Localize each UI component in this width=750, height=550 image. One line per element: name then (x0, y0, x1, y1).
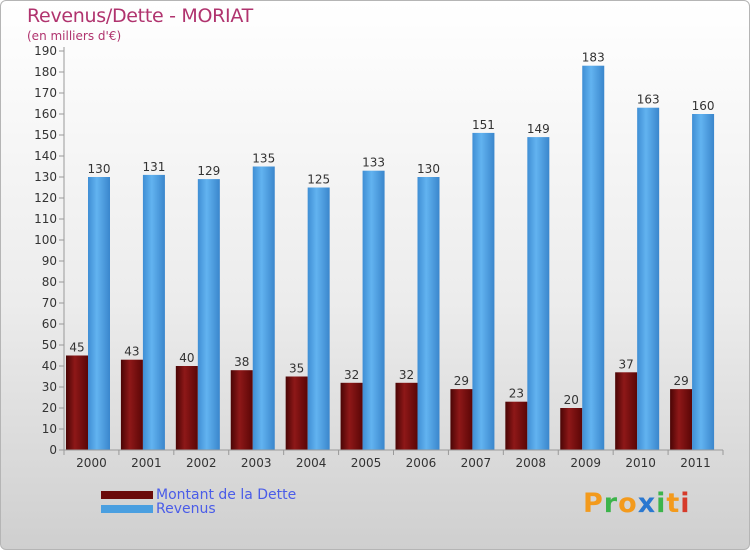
bar-revenus (88, 177, 110, 450)
bar-dette (615, 372, 638, 450)
x-tick-label: 2003 (241, 456, 272, 470)
logo-letter: P (583, 488, 604, 519)
bar-dette (175, 366, 198, 450)
bar-dette (560, 408, 583, 450)
y-tick-label: 10 (42, 422, 57, 436)
bar-dette (395, 382, 418, 450)
proxiti-logo: Proxiti (583, 488, 691, 519)
bar-revenus (197, 179, 220, 450)
legend-item-dette: Montant de la Dette (101, 487, 296, 503)
bar-revenus (252, 166, 275, 450)
data-label-revenus: 129 (197, 164, 220, 178)
y-tick-label: 70 (42, 296, 57, 310)
y-tick-label: 140 (34, 149, 57, 163)
data-label-revenus: 149 (527, 122, 550, 136)
data-label-dette: 23 (509, 387, 524, 401)
x-tick-label: 2001 (131, 456, 162, 470)
data-label-dette: 40 (179, 351, 194, 365)
logo-letter: i (656, 488, 667, 519)
data-label-dette: 37 (619, 357, 634, 371)
y-tick-label: 180 (34, 65, 57, 79)
y-tick-label: 40 (42, 359, 57, 373)
bar-revenus (417, 177, 440, 450)
data-label-dette: 20 (564, 393, 579, 407)
data-label-revenus: 125 (307, 173, 330, 187)
data-label-revenus: 163 (637, 93, 660, 107)
y-tick-label: 30 (42, 380, 57, 394)
y-tick-label: 60 (42, 317, 57, 331)
logo-letter: x (637, 488, 657, 519)
data-label-dette: 32 (344, 368, 359, 382)
data-label-revenus: 133 (362, 156, 385, 170)
chart-subtitle: (en milliers d'€) (27, 29, 122, 43)
bar-dette (505, 401, 528, 450)
bar-dette (340, 382, 363, 450)
data-label-dette: 32 (399, 368, 414, 382)
data-label-dette: 38 (234, 355, 249, 369)
data-label-dette: 29 (454, 374, 469, 388)
logo-letter: r (603, 488, 619, 519)
x-tick-label: 2005 (351, 456, 382, 470)
data-label-revenus: 151 (472, 118, 495, 132)
data-label-dette: 29 (673, 374, 688, 388)
logo-letter: o (618, 488, 638, 519)
y-tick-label: 90 (42, 254, 57, 268)
data-label-dette: 43 (124, 345, 139, 359)
data-label-revenus: 135 (252, 152, 275, 166)
chart-title: Revenus/Dette - MORIAT (27, 5, 253, 27)
bar-revenus (527, 137, 550, 450)
data-label-revenus: 160 (692, 99, 715, 113)
y-tick-label: 170 (34, 86, 57, 100)
x-tick-label: 2002 (186, 456, 217, 470)
bar-revenus (472, 132, 495, 450)
bar-dette (450, 389, 473, 450)
legend-label-dette: Montant de la Dette (156, 487, 297, 503)
y-tick-label: 0 (49, 443, 57, 457)
x-tick-label: 2006 (406, 456, 437, 470)
data-label-dette: 45 (69, 341, 84, 355)
bar-revenus (362, 170, 385, 450)
bar-dette (285, 376, 308, 450)
data-label-dette: 35 (289, 362, 304, 376)
bar-revenus (637, 107, 660, 450)
y-tick-label: 120 (34, 191, 57, 205)
y-tick-label: 110 (34, 212, 57, 226)
y-tick-label: 160 (34, 107, 57, 121)
data-label-revenus: 130 (417, 162, 440, 176)
data-label-revenus: 130 (88, 162, 111, 176)
legend-swatch-dette (101, 491, 153, 499)
bar-dette (66, 355, 88, 450)
legend-item-revenus: Revenus (101, 501, 216, 517)
y-tick-label: 80 (42, 275, 57, 289)
x-tick-label: 2007 (461, 456, 492, 470)
x-tick-label: 2004 (296, 456, 327, 470)
bar-dette (230, 370, 253, 450)
y-tick-label: 20 (42, 401, 57, 415)
data-label-revenus: 183 (582, 51, 605, 65)
y-tick-label: 150 (34, 128, 57, 142)
bar-dette (120, 359, 143, 450)
x-tick-label: 2011 (680, 456, 711, 470)
legend-label-revenus: Revenus (156, 501, 216, 517)
bar-revenus (692, 114, 715, 450)
y-tick-label: 50 (42, 338, 57, 352)
data-label-revenus: 131 (142, 160, 165, 174)
y-tick-label: 190 (34, 44, 57, 58)
bar-revenus (307, 187, 330, 450)
x-tick-label: 2010 (625, 456, 656, 470)
logo-letter: t (666, 488, 681, 519)
x-tick-label: 2008 (516, 456, 547, 470)
x-tick-label: 2000 (76, 456, 107, 470)
bar-dette (670, 389, 693, 450)
legend-swatch-revenus (101, 505, 153, 513)
logo-letter: i (680, 488, 691, 519)
bar-revenus (142, 174, 165, 450)
bar-revenus (582, 65, 605, 450)
x-tick-label: 2009 (570, 456, 601, 470)
y-tick-label: 130 (34, 170, 57, 184)
y-tick-label: 100 (34, 233, 57, 247)
